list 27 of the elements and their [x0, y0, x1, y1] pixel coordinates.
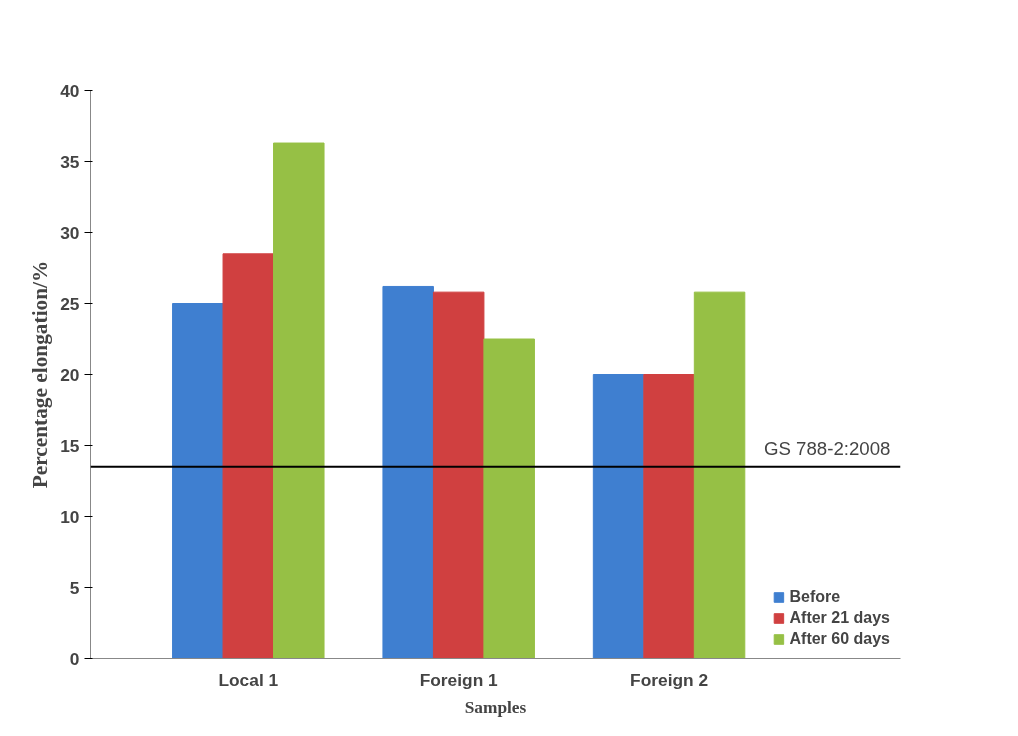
- bar: [222, 253, 275, 659]
- annotation: GS 788-2:2008: [763, 437, 891, 459]
- bar: [382, 285, 434, 659]
- x-axis-title: Samples: [464, 697, 527, 717]
- bar: [172, 303, 224, 659]
- y-tick-label: 35: [60, 151, 80, 172]
- bar: [432, 291, 485, 659]
- y-axis-title: Percentage elongation/%: [28, 260, 53, 489]
- x-tick-label: Local 1: [218, 669, 279, 690]
- x-tick-label: Foreign 2: [630, 669, 709, 690]
- legend-label: Before: [789, 588, 841, 606]
- y-tick-label: 25: [60, 293, 80, 314]
- y-tick-label: 15: [60, 435, 80, 456]
- bar: [592, 374, 645, 659]
- bar: [693, 291, 746, 659]
- y-tick-label: 40: [60, 80, 80, 101]
- x-tick-label: Foreign 1: [419, 669, 499, 690]
- y-tick-label: 10: [60, 506, 80, 527]
- legend-label: After 60 days: [789, 630, 890, 648]
- y-tick-label: 30: [60, 222, 80, 243]
- bar: [273, 142, 325, 659]
- bar: [643, 374, 695, 659]
- legend-label: After 21 days: [789, 609, 890, 627]
- y-tick-label: 5: [69, 577, 80, 598]
- bar: [483, 338, 535, 659]
- y-tick-label: 0: [69, 648, 80, 669]
- y-tick-label: 20: [60, 364, 80, 385]
